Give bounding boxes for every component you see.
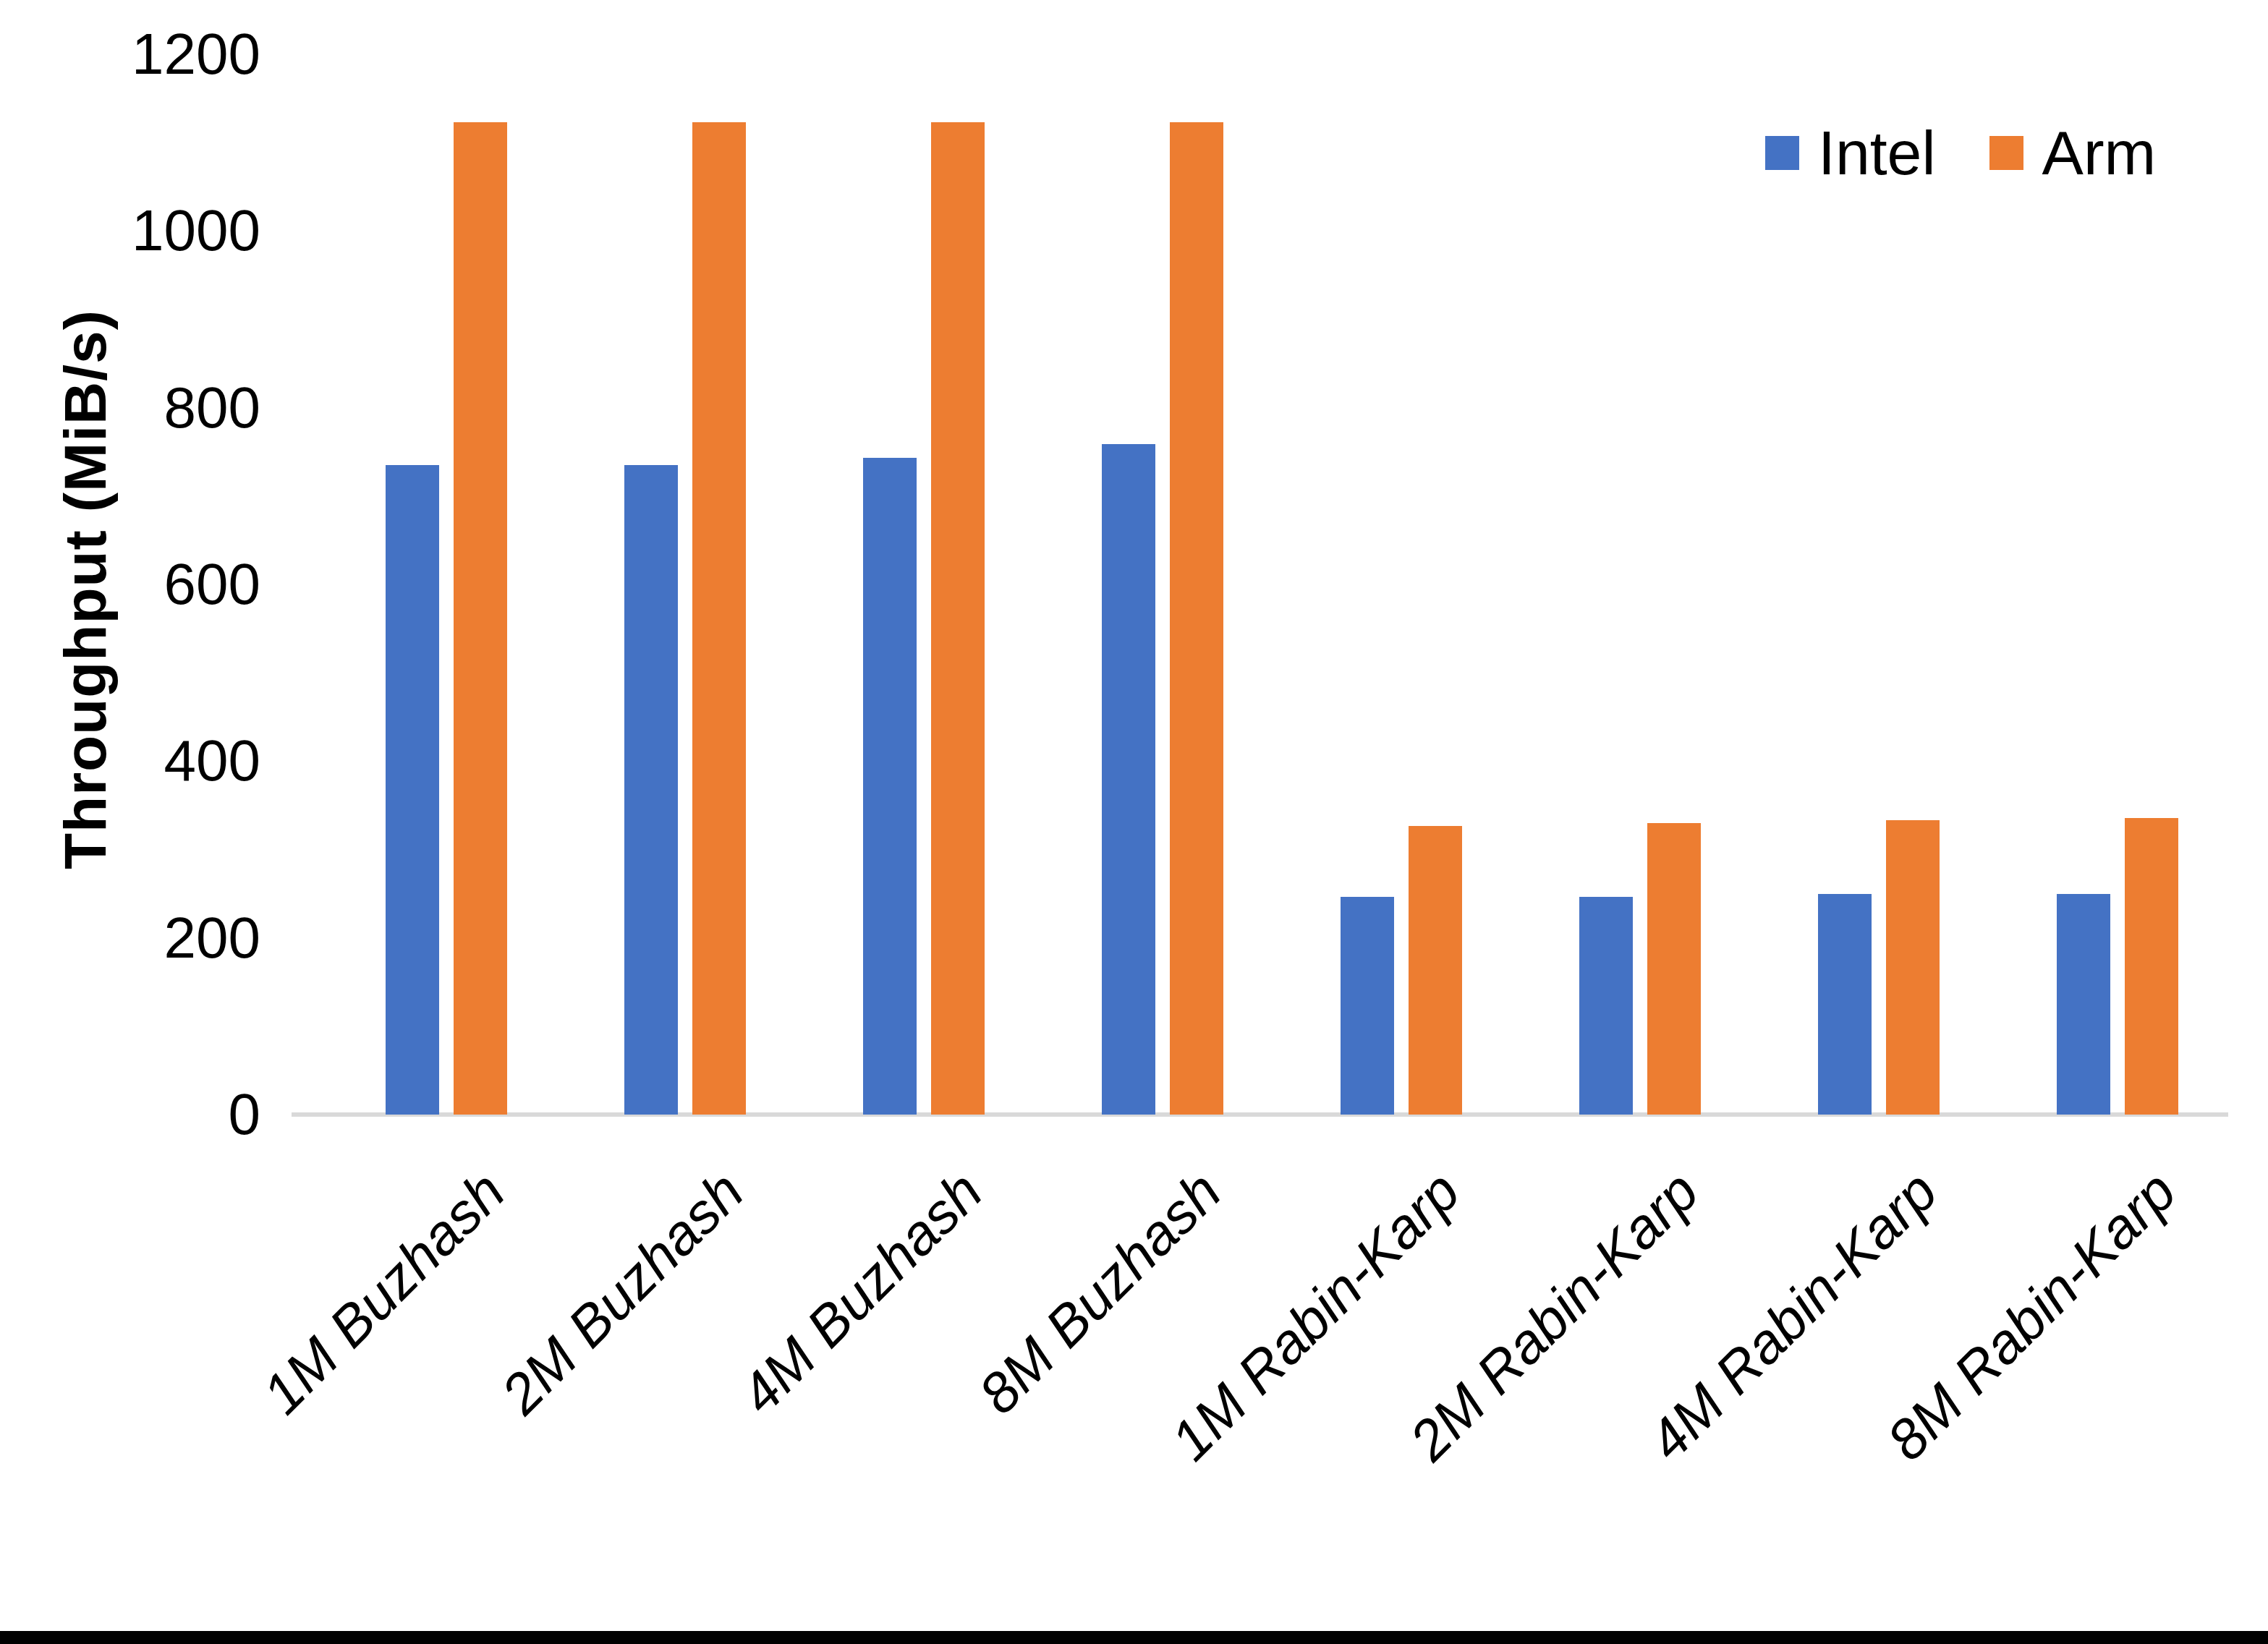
- y-tick-label-1200: 1200: [132, 25, 260, 83]
- y-tick-label-0: 0: [229, 1086, 261, 1143]
- x-category-label-2m-buzhash: 2M Buzhash: [488, 1159, 757, 1427]
- legend-swatch-arm-icon: [1989, 136, 2023, 170]
- bar-arm-4m-rabin-karp: [1886, 820, 1940, 1115]
- bar-arm-2m-buzhash: [692, 122, 746, 1115]
- bar-arm-1m-rabin-karp: [1409, 826, 1462, 1115]
- legend-label-intel: Intel: [1818, 122, 1936, 184]
- legend-item-arm: Arm: [1989, 122, 2157, 184]
- legend: Intel Arm: [1765, 122, 2156, 184]
- legend-swatch-intel-icon: [1765, 136, 1799, 170]
- bar-intel-8m-buzhash: [1102, 444, 1155, 1115]
- bar-arm-4m-buzhash: [931, 122, 985, 1115]
- bar-arm-1m-buzhash: [454, 122, 507, 1115]
- bar-arm-2m-rabin-karp: [1647, 823, 1701, 1115]
- bar-intel-4m-buzhash: [863, 458, 917, 1115]
- x-category-label-8m-buzhash: 8M Buzhash: [966, 1159, 1234, 1427]
- legend-item-intel: Intel: [1765, 122, 1936, 184]
- y-tick-label-800: 800: [164, 379, 260, 437]
- bar-intel-4m-rabin-karp: [1818, 894, 1872, 1115]
- bar-arm-8m-rabin-karp: [2125, 818, 2178, 1115]
- y-tick-label-200: 200: [164, 909, 260, 967]
- bottom-border: [0, 1631, 2268, 1644]
- y-tick-label-600: 600: [164, 555, 260, 613]
- bar-intel-2m-rabin-karp: [1579, 897, 1633, 1115]
- chart-canvas: Throughput (MiB/s) 0 200 400 600 800 1000 1200…: [0, 0, 2268, 1644]
- bar-intel-1m-rabin-karp: [1341, 897, 1394, 1115]
- legend-label-arm: Arm: [2042, 122, 2157, 184]
- x-category-label-1m-buzhash: 1M Buzhash: [250, 1159, 518, 1427]
- bar-intel-2m-buzhash: [624, 465, 678, 1115]
- y-tick-label-1000: 1000: [132, 202, 260, 260]
- bar-intel-1m-buzhash: [386, 465, 439, 1115]
- y-axis-title: Throughput (MiB/s): [51, 310, 119, 869]
- x-category-label-4m-buzhash: 4M Buzhash: [727, 1159, 995, 1427]
- y-tick-label-400: 400: [164, 732, 260, 790]
- bar-intel-8m-rabin-karp: [2057, 894, 2110, 1115]
- bar-arm-8m-buzhash: [1170, 122, 1223, 1115]
